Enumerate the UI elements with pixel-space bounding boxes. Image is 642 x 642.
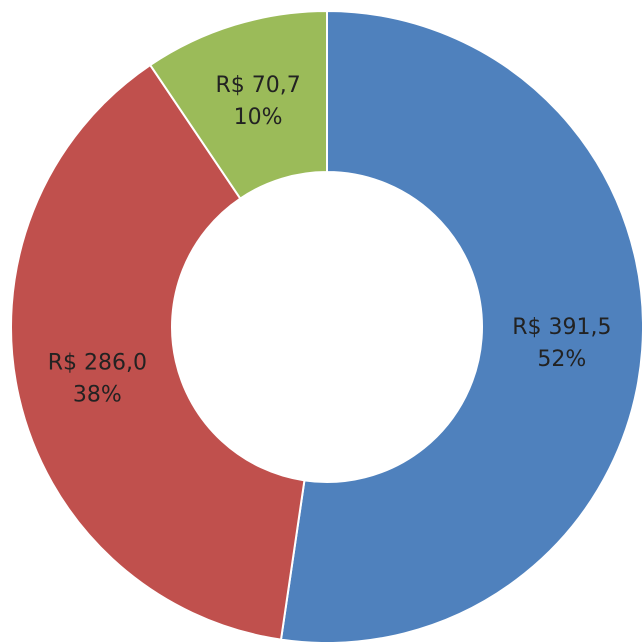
percent-label: 38% (73, 382, 122, 407)
value-label: R$ 70,7 (215, 73, 300, 98)
percent-label: 10% (234, 105, 283, 130)
percent-label: 52% (537, 347, 586, 372)
donut-segment (10, 63, 306, 641)
donut-segment (148, 9, 328, 200)
value-label: R$ 391,5 (512, 315, 611, 340)
donut-segment (279, 9, 642, 642)
value-label: R$ 286,0 (48, 350, 147, 375)
